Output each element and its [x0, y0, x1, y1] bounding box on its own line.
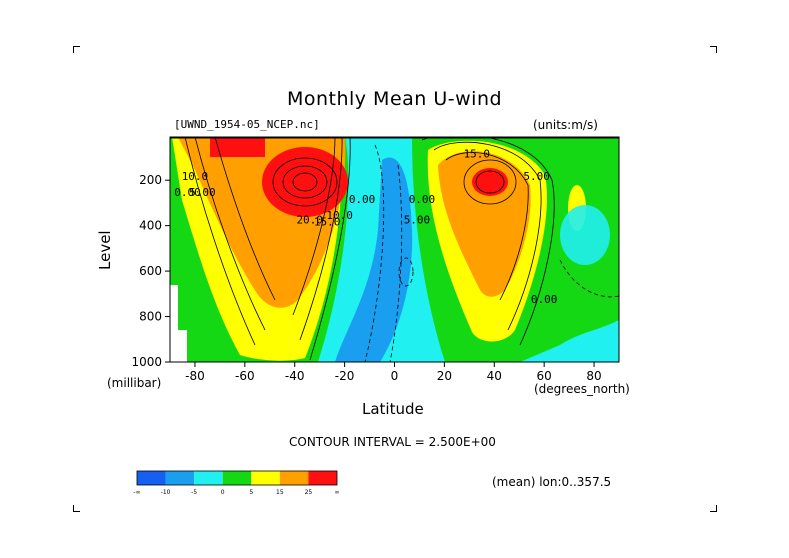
crop-mark-tr [710, 46, 717, 53]
colorbar-label: 0 [221, 489, 225, 496]
contour-label: 10.0 [182, 170, 209, 183]
x-tick-label: -40 [285, 369, 305, 383]
x-tick-label: 0 [391, 369, 399, 383]
x-tick-label: 40 [487, 369, 502, 383]
colorbar-swatch [279, 471, 309, 485]
dataset-label: [UWND_1954-05_NCEP.nc] [174, 118, 320, 131]
contour-fill [170, 137, 619, 362]
y-axis: 200 400 600 800 1000 [131, 173, 170, 369]
contour-label: 10.0 [326, 209, 353, 222]
crop-mark-bl [73, 505, 80, 512]
x-tick-label: -20 [335, 369, 355, 383]
colorbar-label: 15 [276, 489, 284, 496]
y-tick-label: 200 [139, 173, 162, 187]
y-axis-units: (millibar) [107, 376, 162, 390]
y-axis-label: Level [96, 230, 114, 270]
contour-labels: 10.05.000.0020.015.010.00.005.000.0015.0… [174, 147, 557, 305]
colorbar-label: 25 [305, 489, 313, 496]
x-tick-label: -60 [235, 369, 255, 383]
colorbar-swatch [251, 471, 280, 485]
y-tick-label: 600 [139, 264, 162, 278]
contour-label: 15.0 [314, 216, 341, 229]
crop-mark-tl [73, 46, 80, 53]
x-tick-label: -80 [185, 369, 205, 383]
colorbar-label: ∞ [335, 489, 340, 496]
x-axis-units: (degrees_north) [534, 382, 630, 396]
contour-label: 5.00 [523, 170, 550, 183]
colorbar-label: -5 [191, 489, 197, 496]
colorbar-label: -10 [161, 489, 171, 496]
x-tick-label: 80 [586, 369, 601, 383]
contour-label: 5.00 [404, 213, 431, 226]
contour-interval-label: CONTOUR INTERVAL = 2.500E+00 [289, 435, 496, 449]
colorbar-swatch [165, 471, 195, 485]
contour-label: 0.00 [409, 193, 436, 206]
contour-label: 20.0 [296, 213, 323, 226]
colorbar-swatch [137, 471, 166, 485]
colorbar-swatch [194, 471, 223, 485]
contour-label: 0.00 [531, 293, 558, 306]
y-tick-label: 1000 [131, 355, 162, 369]
x-tick-label: 20 [437, 369, 452, 383]
x-tick-label: 60 [537, 369, 552, 383]
y-tick-label: 800 [139, 310, 162, 324]
contour-label: 0.00 [174, 186, 201, 199]
contour-label: 5.00 [189, 186, 216, 199]
colorbar: -∞ -10 -5 0 5 15 25 ∞ [133, 470, 340, 496]
colorbar-label: -∞ [133, 489, 140, 496]
x-axis-label: Latitude [362, 400, 424, 418]
chart-title: Monthly Mean U-wind [286, 88, 503, 110]
units-label: (units:m/s) [533, 118, 598, 132]
colorbar-frame [136, 470, 338, 486]
colorbar-swatch [222, 471, 252, 485]
crop-mark-br [710, 505, 717, 512]
y-tick-label: 400 [139, 219, 162, 233]
x-axis: -80 -60 -40 -20 0 20 40 60 80 [185, 362, 602, 383]
contour-label: 15.0 [464, 147, 491, 160]
contour-label: 0.00 [349, 193, 376, 206]
colorbar-label: 5 [249, 489, 253, 496]
mean-label: (mean) lon:0..357.5 [492, 475, 612, 489]
colorbar-swatch [308, 471, 337, 485]
